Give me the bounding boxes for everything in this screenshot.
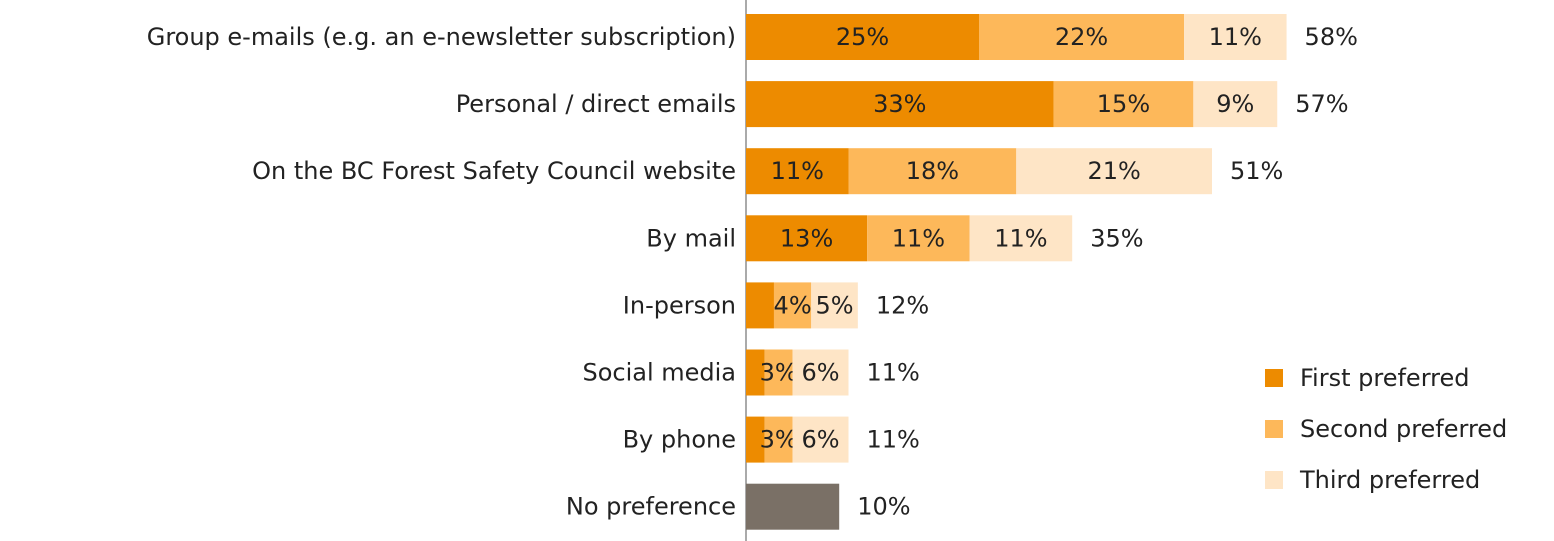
total-label: 11% <box>867 359 920 387</box>
segment-label: 9% <box>1216 90 1254 118</box>
category-label: By mail <box>646 224 736 252</box>
bar-segment <box>746 416 765 463</box>
bar-segment <box>773 282 812 329</box>
legend-swatch <box>1265 471 1283 489</box>
bar-segment <box>811 282 858 329</box>
total-label: 57% <box>1295 90 1348 118</box>
segment-label: 11% <box>892 224 945 252</box>
category-label: Group e-mails (e.g. an e-newsletter subs… <box>147 23 736 51</box>
bar-segment <box>792 416 849 463</box>
bar-segment <box>867 215 970 262</box>
segment-label: 6% <box>802 426 840 454</box>
total-label: 35% <box>1090 224 1143 252</box>
segment-label: 25% <box>836 23 889 51</box>
category-label: In-person <box>623 291 736 319</box>
legend-label: Third preferred <box>1299 466 1480 494</box>
bar-segment <box>746 81 1054 128</box>
segment-label: 6% <box>802 359 840 387</box>
category-label: By phone <box>623 426 736 454</box>
bar-segment <box>1016 148 1212 195</box>
category-label: Personal / direct emails <box>456 90 736 118</box>
legend-label: Second preferred <box>1300 415 1507 443</box>
segment-label: 11% <box>1209 23 1262 51</box>
bar-segment <box>1184 14 1287 60</box>
legend-swatch <box>1265 420 1283 438</box>
legend-label: First preferred <box>1300 364 1469 392</box>
category-label: Social media <box>582 359 736 387</box>
legend-swatch <box>1265 369 1283 387</box>
bar-segment <box>746 215 868 262</box>
category-label: On the BC Forest Safety Council website <box>252 157 736 185</box>
bar-segment <box>848 148 1017 195</box>
segment-label: 18% <box>906 157 959 185</box>
bar-segment <box>1193 81 1278 128</box>
bar-segment <box>746 483 840 530</box>
bar-segment <box>764 416 793 463</box>
bar-segment <box>979 14 1185 60</box>
segment-label: 15% <box>1097 90 1150 118</box>
total-label: 51% <box>1230 157 1283 185</box>
total-label: 10% <box>857 493 910 521</box>
bar-segment <box>969 215 1073 262</box>
bar-segment <box>764 349 793 396</box>
segment-label: 33% <box>873 90 926 118</box>
total-label: 58% <box>1305 23 1358 51</box>
bar-segment <box>792 349 849 396</box>
segment-label: 3% <box>760 359 798 387</box>
bar-segment <box>1053 81 1194 128</box>
segment-label: 21% <box>1087 157 1140 185</box>
total-label: 11% <box>867 426 920 454</box>
segment-label: 22% <box>1055 23 1108 51</box>
bar-segment <box>746 148 849 195</box>
segment-label: 13% <box>780 224 833 252</box>
bar-segment <box>746 282 774 329</box>
bar-segment <box>746 349 765 396</box>
category-label: No preference <box>566 493 736 521</box>
segment-label: 4% <box>774 291 812 319</box>
bar-segment <box>746 14 979 60</box>
segment-label: 11% <box>771 157 824 185</box>
segment-label: 11% <box>994 224 1047 252</box>
total-label: 12% <box>876 291 929 319</box>
segment-label: 3% <box>760 426 798 454</box>
segment-label: 5% <box>816 291 854 319</box>
